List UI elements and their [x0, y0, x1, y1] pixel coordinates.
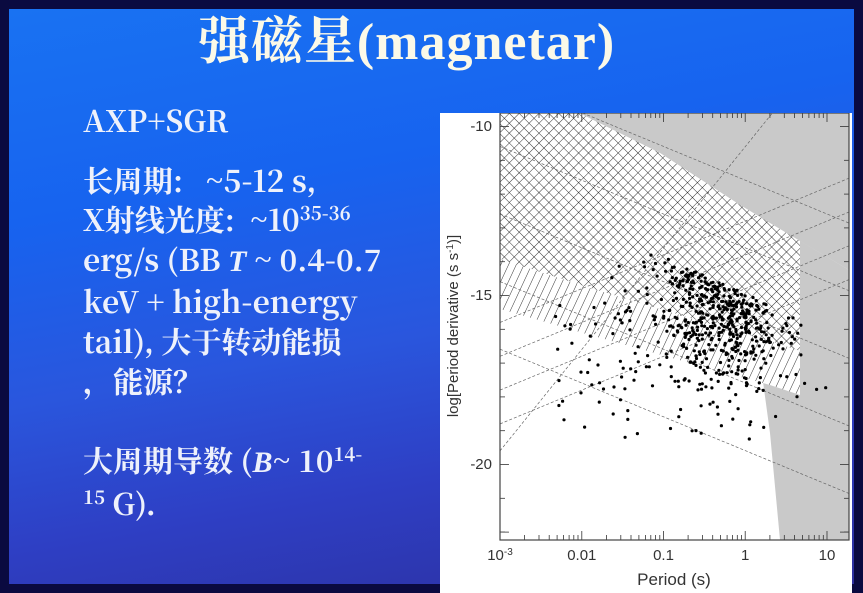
svg-text:-10: -10 [470, 118, 492, 135]
svg-text:-20: -20 [470, 456, 492, 473]
svg-text:log[Period derivative (s s-1)]: log[Period derivative (s s-1)] [445, 235, 463, 417]
svg-text:0.1: 0.1 [653, 547, 674, 564]
svg-text:-15: -15 [470, 287, 492, 304]
svg-text:1: 1 [741, 547, 749, 564]
svg-text:0.01: 0.01 [567, 547, 596, 564]
svg-text:10: 10 [819, 547, 836, 564]
svg-text:10-3: 10-3 [487, 547, 513, 565]
svg-text:Period (s): Period (s) [637, 570, 711, 589]
